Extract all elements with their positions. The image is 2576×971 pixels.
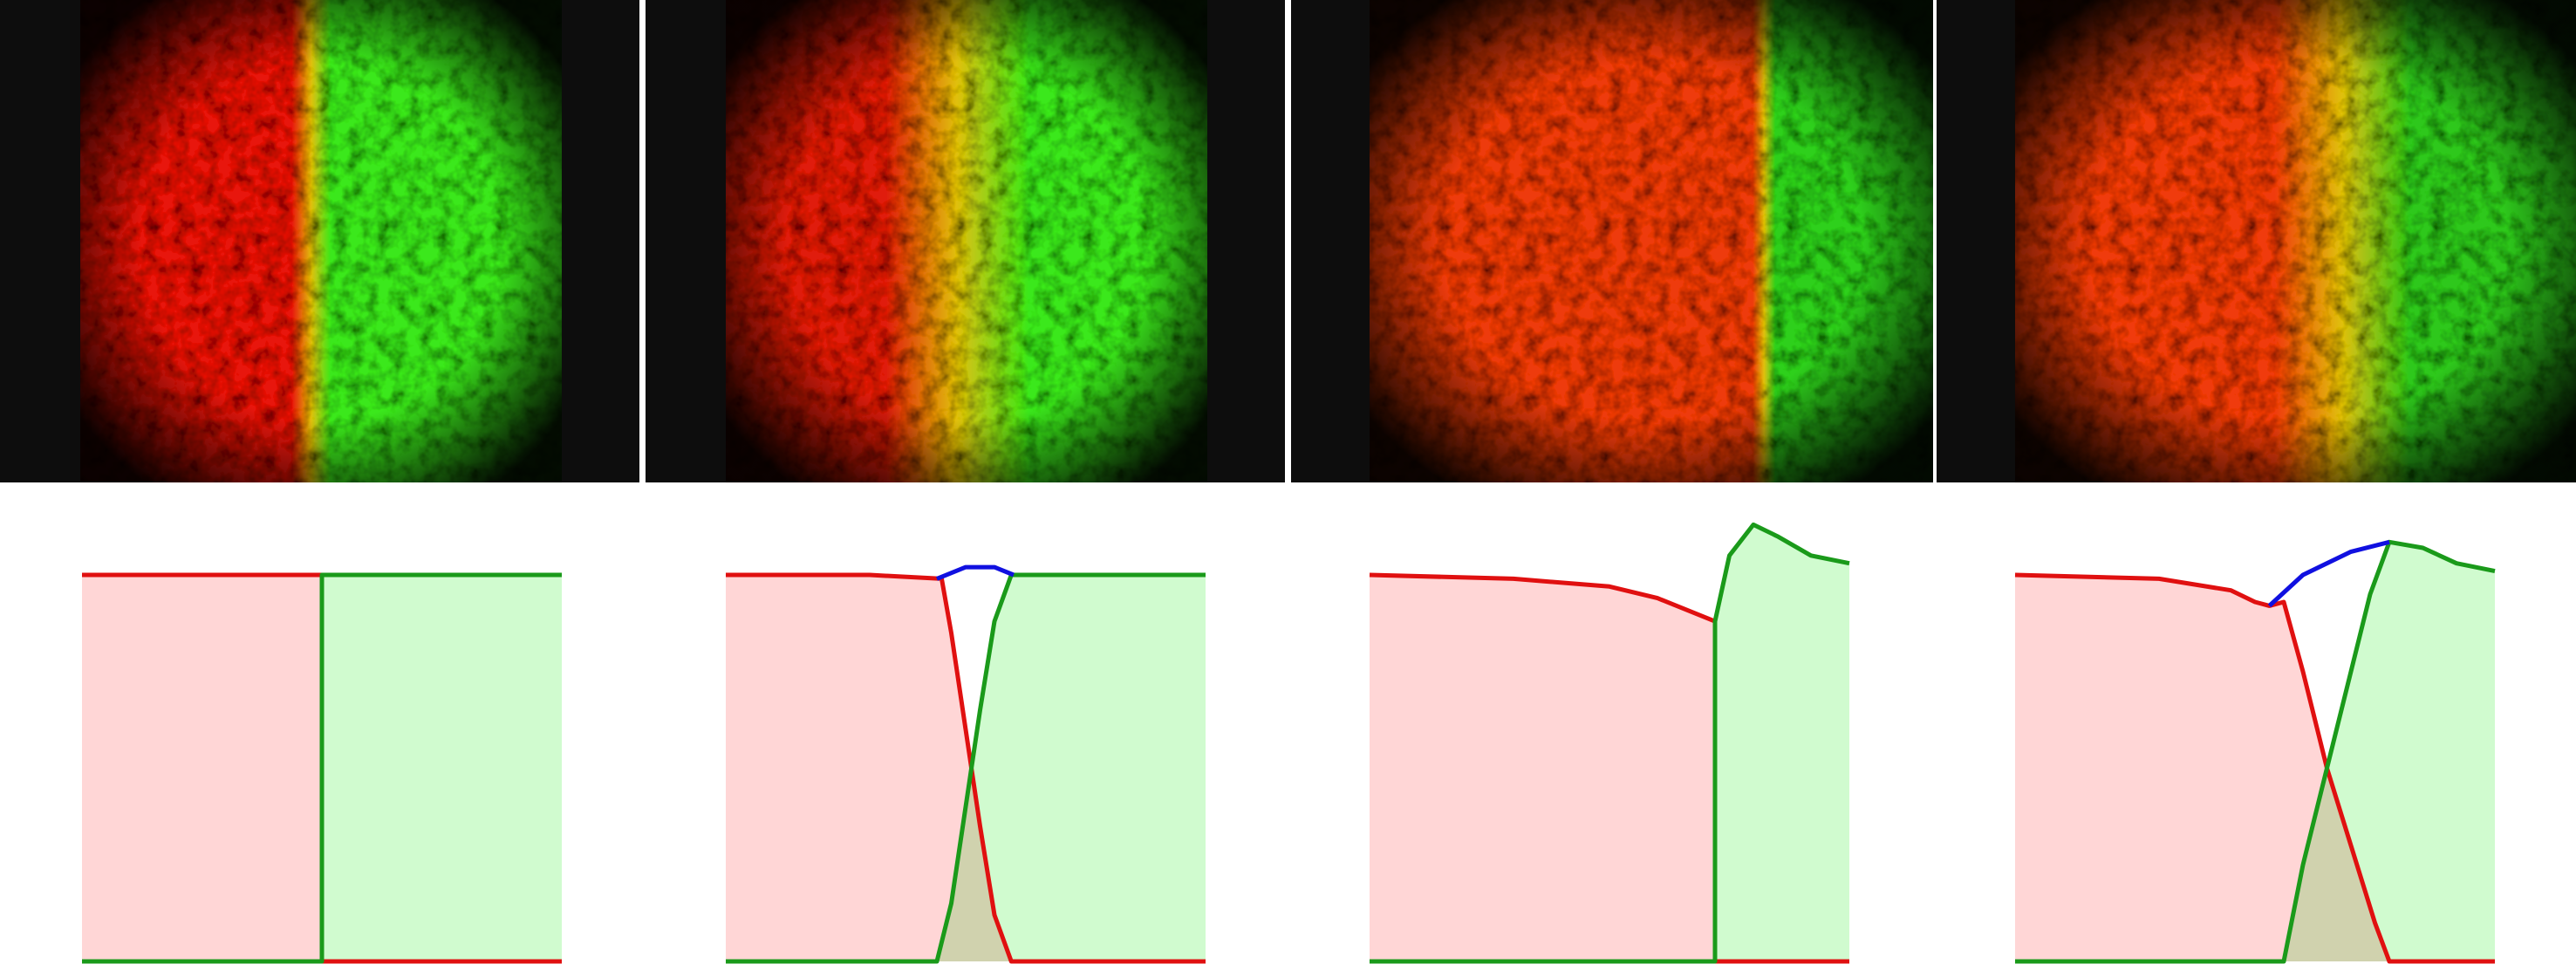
profile-plot-3 <box>1369 522 1850 964</box>
red-area <box>726 575 1206 961</box>
red-profile-line <box>726 572 1206 964</box>
profile-plot-4 <box>2014 539 2496 964</box>
red-profile-line <box>2014 572 2495 964</box>
green-profile-line <box>2015 539 2496 964</box>
green-area <box>2015 542 2495 961</box>
green-profile-line <box>1370 522 1850 964</box>
micrograph-2 <box>646 0 1285 482</box>
profile-plot-row <box>82 522 2496 964</box>
micrograph-4 <box>1937 0 2576 482</box>
profile-plot-1 <box>82 572 562 964</box>
micrograph-row <box>0 0 2576 482</box>
micrograph-1 <box>0 0 639 482</box>
green-profile-line <box>82 572 562 964</box>
blue-profile-line <box>2267 539 2390 608</box>
green-area <box>726 575 1206 961</box>
red-area <box>2015 575 2495 961</box>
profile-plot-2 <box>726 564 1206 964</box>
micrograph-3 <box>1291 0 1933 482</box>
red-area <box>1370 575 1849 961</box>
green-area <box>1370 524 1849 961</box>
green-profile-line <box>726 572 1206 964</box>
blue-profile-line <box>936 564 1015 581</box>
